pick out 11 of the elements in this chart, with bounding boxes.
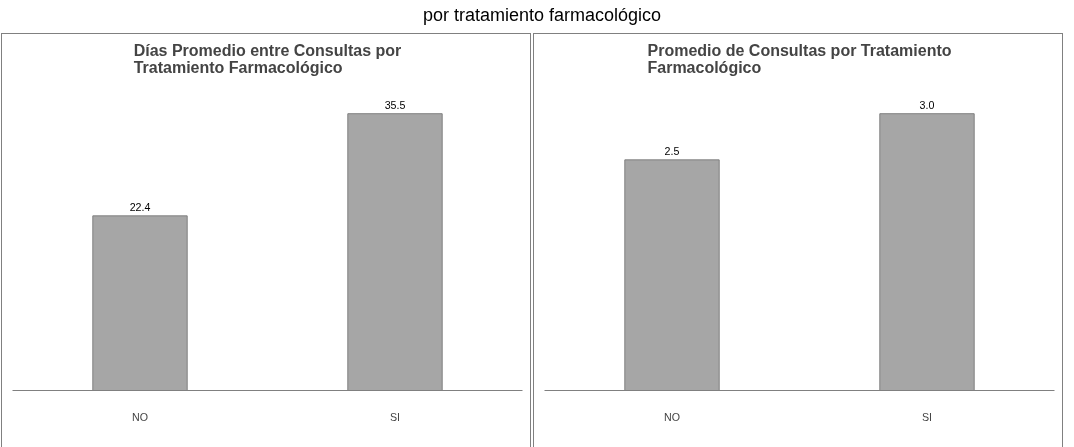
x-tick-label: NO: [132, 410, 148, 423]
chart-title: Días Promedio entre Consultas por Tratamiento Farmacológico: [133, 41, 402, 76]
data-label: 2.5: [664, 144, 680, 157]
x-tick-label: SI: [389, 410, 401, 423]
data-label: 22.4: [129, 200, 151, 213]
data-label: 3.0: [919, 98, 935, 111]
text: por tratamiento farmacológico: [422, 5, 662, 25]
chart-title: Promedio de Consultas por Tratamiento Farmacológico: [647, 41, 952, 76]
data-label: 35.5: [384, 98, 406, 111]
x-tick-label: NO: [664, 410, 680, 423]
x-tick-label: SI: [921, 410, 933, 423]
